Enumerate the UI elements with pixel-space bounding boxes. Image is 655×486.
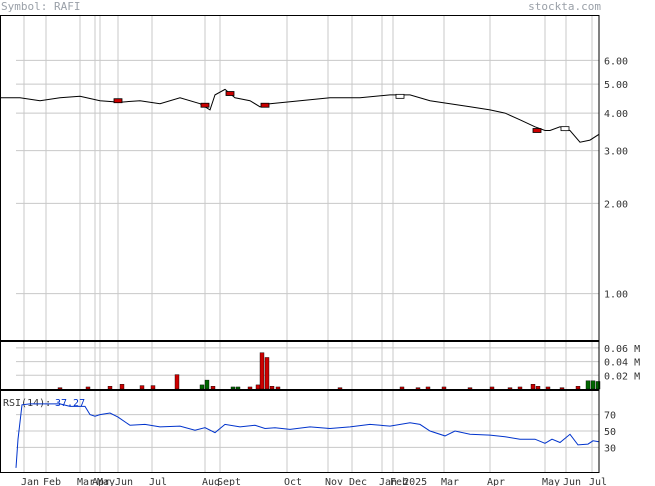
price-tick-label: 4.00 xyxy=(604,109,628,120)
x-tick-label: May xyxy=(542,477,560,486)
price-tick-label: 5.00 xyxy=(604,80,628,91)
volume-bar xyxy=(441,386,447,390)
volume-bar xyxy=(85,386,91,390)
volume-bar xyxy=(210,386,216,390)
x-tick-label: Jan xyxy=(21,477,39,486)
volume-bar xyxy=(204,379,210,390)
price-candle xyxy=(113,98,123,104)
volume-bar xyxy=(119,384,125,390)
volume-bar xyxy=(150,385,156,390)
volume-bar xyxy=(517,386,523,390)
x-tick-label: Sept xyxy=(217,477,241,486)
volume-bar xyxy=(107,386,113,390)
x-tick-label: Apr xyxy=(92,477,110,486)
price-tick-label: 2.00 xyxy=(604,199,628,210)
volume-panel xyxy=(57,352,601,390)
symbol-label: Symbol: xyxy=(1,0,48,13)
price-line xyxy=(0,88,600,143)
volume-bar xyxy=(585,380,591,390)
volume-bar xyxy=(545,386,551,390)
volume-bar xyxy=(174,374,180,390)
x-tick-label: Jun xyxy=(563,477,581,486)
x-tick-label: Feb xyxy=(43,477,61,486)
volume-bar xyxy=(264,357,270,390)
grid-lines xyxy=(16,15,599,472)
site-name[interactable]: stockta.com xyxy=(528,0,601,13)
volume-bar xyxy=(275,386,281,390)
price-candle xyxy=(260,102,270,108)
x-tick-label: Jun xyxy=(115,477,133,486)
volume-bar xyxy=(399,386,405,390)
volume-bar xyxy=(415,387,421,390)
volume-bar xyxy=(269,386,275,390)
price-candle xyxy=(560,126,570,132)
x-tick-label: Feb xyxy=(390,477,408,486)
symbol-value: RAFI xyxy=(53,0,81,13)
price-tick-label: 3.00 xyxy=(604,147,628,158)
volume-tick-label: 0.06 M xyxy=(604,344,640,355)
price-candle xyxy=(532,128,542,133)
volume-bar xyxy=(507,387,513,390)
x-tick-label: Mar xyxy=(77,477,95,486)
price-tick-label: 1.00 xyxy=(604,290,628,301)
axes: 6.00 5.00 4.00 3.00 2.00 1.00 0.06 M 0.04 M 0.02… xyxy=(0,15,640,473)
volume-bar xyxy=(425,386,431,390)
rsi-tick-label: 50 xyxy=(604,427,616,438)
price-panel xyxy=(0,88,600,143)
volume-bar xyxy=(489,386,495,390)
x-tick-label: May xyxy=(97,477,115,486)
x-tick-label: Jan 2025 xyxy=(379,477,427,486)
volume-bar xyxy=(259,352,265,390)
volume-bar xyxy=(57,387,63,390)
volume-tick-label: 0.04 M xyxy=(604,358,640,369)
x-tick-label: Dec xyxy=(349,477,367,486)
price-candle xyxy=(200,102,210,108)
rsi-label: RSI(14): xyxy=(3,398,51,409)
x-tick-label: Nov xyxy=(325,477,343,486)
rsi-frame xyxy=(0,390,600,473)
volume-bar xyxy=(235,386,241,390)
volume-bar xyxy=(247,386,253,390)
rsi-line xyxy=(15,403,600,468)
volume-bar xyxy=(139,385,145,390)
price-candle xyxy=(225,91,235,96)
rsi-tick-label: 70 xyxy=(604,411,616,422)
rsi-tick-label: 30 xyxy=(604,443,616,454)
volume-bar xyxy=(535,386,541,390)
symbol-header: Symbol: RAFI xyxy=(1,0,80,14)
volume-bar xyxy=(230,386,236,390)
price-frame xyxy=(0,15,600,341)
price-candle xyxy=(395,93,405,99)
volume-bar xyxy=(255,384,261,390)
volume-bar xyxy=(337,387,343,390)
volume-tick-label: 0.02 M xyxy=(604,371,640,382)
volume-bar xyxy=(559,387,565,390)
volume-bar xyxy=(530,384,536,390)
volume-bar xyxy=(467,387,473,390)
x-tick-label: Jul xyxy=(149,477,167,486)
x-tick-label: Aug xyxy=(202,477,220,486)
x-tick-label: Mar xyxy=(441,477,459,486)
rsi-panel: RSI(14): 37.27 xyxy=(3,398,600,468)
volume-bar xyxy=(199,384,205,390)
x-tick-label: Jul xyxy=(589,477,607,486)
volume-frame xyxy=(0,341,600,390)
volume-bar xyxy=(590,380,596,390)
x-tick-label: Apr xyxy=(487,477,505,486)
volume-bar xyxy=(575,386,581,390)
rsi-value: 37.27 xyxy=(55,398,85,409)
x-tick-label: Oct xyxy=(284,477,302,486)
price-tick-label: 6.00 xyxy=(604,56,628,67)
